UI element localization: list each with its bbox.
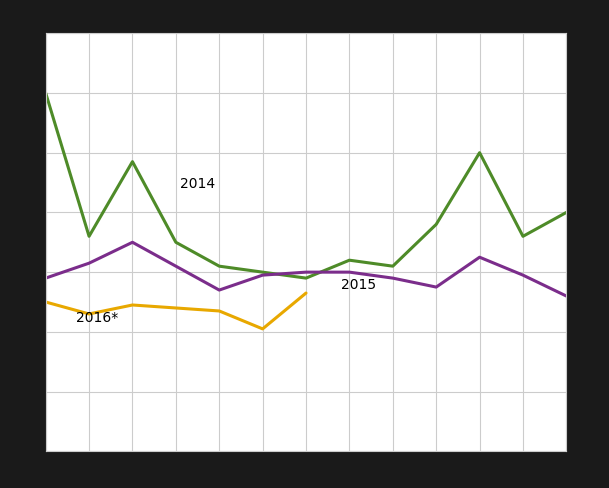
Text: 2016*: 2016*: [76, 310, 118, 324]
Text: 2014: 2014: [180, 176, 216, 190]
Text: 2015: 2015: [341, 278, 376, 291]
